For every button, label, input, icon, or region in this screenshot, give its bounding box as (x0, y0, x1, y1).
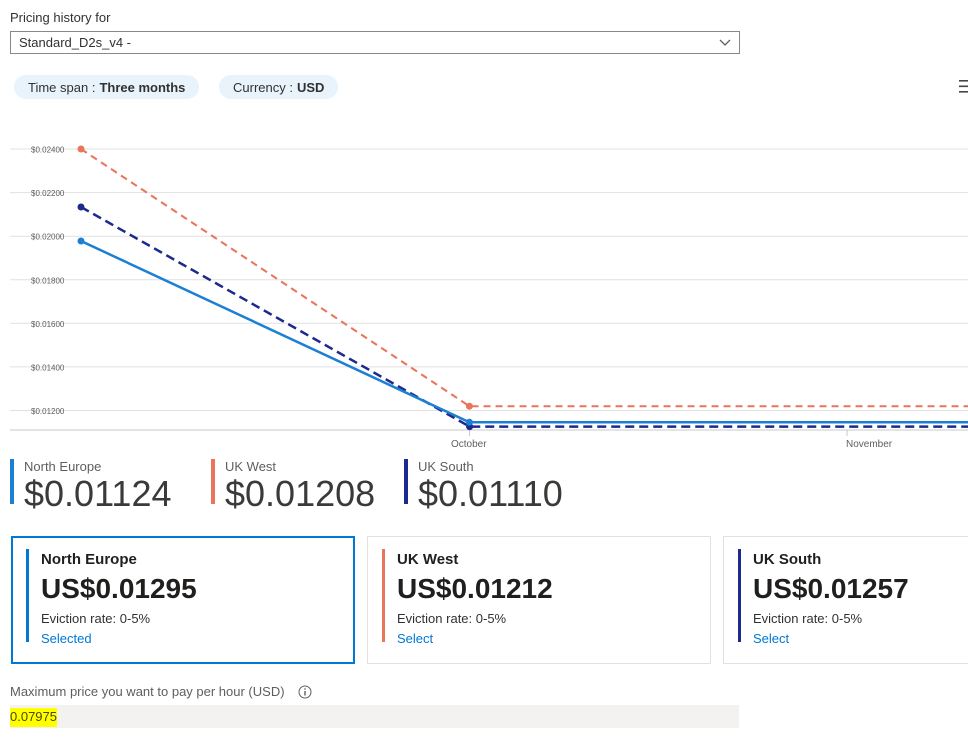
svg-text:November: November (846, 439, 893, 450)
svg-text:$0.01600: $0.01600 (31, 320, 65, 329)
svg-text:$0.02400: $0.02400 (31, 146, 65, 155)
svg-text:$0.02000: $0.02000 (31, 233, 65, 242)
svg-text:$0.01200: $0.01200 (31, 407, 65, 416)
svg-text:$0.01400: $0.01400 (31, 363, 65, 372)
svg-text:$0.01800: $0.01800 (31, 276, 65, 285)
svg-text:$0.02200: $0.02200 (31, 189, 65, 198)
svg-text:October: October (451, 439, 487, 450)
